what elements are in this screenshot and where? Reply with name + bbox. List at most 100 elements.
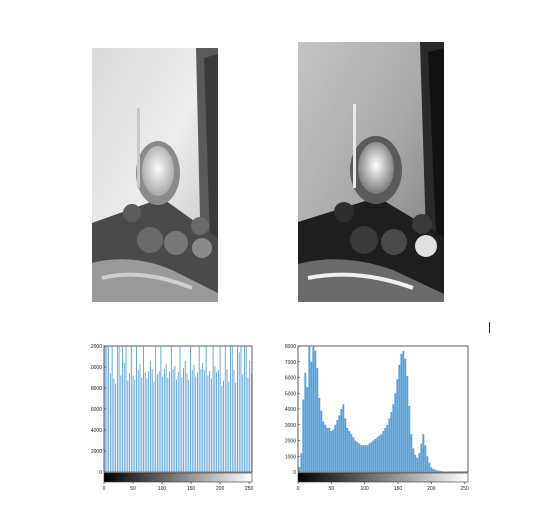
original-histogram-bar <box>139 363 141 472</box>
equalized-histogram-bar <box>320 410 323 472</box>
original-histogram-bar <box>123 362 125 472</box>
equalized-histogram-bar <box>442 471 445 472</box>
equalized-histogram-bar <box>408 405 411 472</box>
original-histogram-bar <box>134 379 136 472</box>
original-histogram-bar <box>115 383 117 472</box>
equalized-histogram-y-tick-label: 6000 <box>285 376 296 382</box>
original-histogram-bar <box>130 346 132 472</box>
original-histogram-bar <box>219 346 221 472</box>
text-cursor <box>489 322 490 333</box>
equalized-histogram-bar <box>392 404 395 472</box>
equalized-histogram-bar <box>406 375 409 472</box>
equalized-histogram-x-tick-label: 250 <box>460 486 469 492</box>
equalized-histogram-y-tick-label: 1000 <box>285 454 296 460</box>
equalized-histogram-y-tick-label: 2000 <box>285 439 296 445</box>
original-histogram-bar <box>111 346 113 472</box>
original-histogram-y-tick-label: 4000 <box>91 428 102 434</box>
original-histogram-bar <box>207 375 209 472</box>
original-histogram-bar <box>179 346 181 472</box>
original-histogram-bar <box>223 380 225 472</box>
original-histogram-y-tick-label: 2000 <box>91 449 102 455</box>
equalized-histogram-bar <box>334 424 337 472</box>
equalized-histogram-bar <box>384 427 387 472</box>
original-histogram-bar <box>214 365 216 472</box>
original-histogram-bar <box>193 364 195 472</box>
original-histogram-y-tick-label: 10000 <box>90 365 102 371</box>
equalized-histogram-bar <box>440 471 443 472</box>
original-histogram-bar <box>221 385 223 472</box>
equalized-histogram-bar <box>342 404 345 472</box>
equalized-histogram-bar <box>416 457 419 472</box>
equalized-histogram-bar <box>322 421 325 472</box>
equalized-histogram-bar <box>332 429 335 472</box>
equalized-histogram-bar <box>356 442 359 472</box>
original-histogram-bar <box>190 346 191 472</box>
original-histogram-bar <box>143 346 144 472</box>
equalized-histogram-bar <box>394 393 397 472</box>
equalized-histogram-bar <box>390 412 393 472</box>
original-histogram-bar <box>250 373 252 472</box>
equalized-histogram-bar <box>374 438 377 472</box>
equalized-histogram-bar <box>420 443 423 472</box>
original-histogram-bar <box>249 360 251 472</box>
equalized-histogram-y-tick-label: 4000 <box>285 407 296 413</box>
equalized-histogram-bar <box>410 434 413 472</box>
equalized-histogram-bar <box>382 431 385 472</box>
original-histogram-bar <box>163 369 165 472</box>
original-histogram-bar <box>191 370 193 472</box>
original-histogram-bar <box>106 346 108 472</box>
original-histogram-bar <box>156 374 158 472</box>
original-histogram-bar <box>184 360 186 472</box>
original-histogram-bar <box>118 346 120 472</box>
equalized-histogram-bar <box>326 427 329 472</box>
original-histogram-bar <box>196 372 198 472</box>
equalized-histogram-bar <box>422 434 425 472</box>
original-histogram-bar <box>209 371 211 472</box>
original-histogram-grayscale-colorbar <box>103 472 253 483</box>
original-histogram: 0 2000 4000 6000 8000 10000 12000 0 50 100 150 200 2… <box>90 344 253 492</box>
equalized-histogram-bar <box>372 440 375 472</box>
original-histogram-bar <box>162 376 164 472</box>
original-histogram-bar <box>183 368 184 472</box>
original-histogram-bar <box>141 377 143 472</box>
original-histogram-bar <box>235 382 237 472</box>
original-histogram-x-tick-label: 0 <box>103 486 106 492</box>
equalized-histogram-bar <box>378 435 381 472</box>
original-histogram-y-tick-label: 6000 <box>91 407 102 413</box>
equalized-histogram-bar <box>400 353 403 472</box>
original-histogram-bar <box>151 369 153 472</box>
equalized-histogram-bar <box>350 434 353 472</box>
original-histogram-bar <box>116 346 118 472</box>
equalized-histogram-bar <box>314 350 317 472</box>
equalized-histogram-bar <box>376 437 379 472</box>
equalized-histogram-bar <box>352 437 355 472</box>
equalized-histogram-bar <box>396 379 399 472</box>
equalized-histogram-bar <box>434 469 437 472</box>
original-histogram-bar <box>132 375 134 472</box>
equalized-photo-drawing <box>298 42 444 302</box>
original-grayscale-photo <box>92 48 218 302</box>
original-histogram-bar <box>217 370 219 472</box>
equalized-histogram-y-tick-label: 7000 <box>285 360 296 366</box>
equalized-histogram-bar <box>330 431 333 472</box>
equalized-histogram-grayscale-colorbar <box>297 472 469 483</box>
equalized-histogram-bar <box>430 467 433 472</box>
equalized-histogram-bar <box>308 346 311 472</box>
original-histogram-bar <box>231 346 233 472</box>
equalized-histogram-bar <box>298 467 301 472</box>
equalized-histogram-bar <box>428 462 431 472</box>
equalized-histogram-bar <box>312 346 315 472</box>
original-histogram-bar <box>212 346 214 472</box>
original-histogram-y-tick-label: 12000 <box>90 344 102 350</box>
original-photo-drawing <box>92 48 218 302</box>
equalized-histogram-bar <box>366 445 369 472</box>
original-histogram-bar <box>210 378 212 472</box>
original-histogram-bar <box>188 379 190 472</box>
original-histogram-bar <box>203 370 205 472</box>
original-histogram-bar <box>169 371 171 472</box>
original-histogram-bar <box>108 346 110 472</box>
equalized-histogram-bar <box>368 443 371 472</box>
equalized-histogram-bar <box>316 368 319 472</box>
equalized-grayscale-photo <box>298 42 444 302</box>
equalized-histogram-bar <box>338 415 341 472</box>
